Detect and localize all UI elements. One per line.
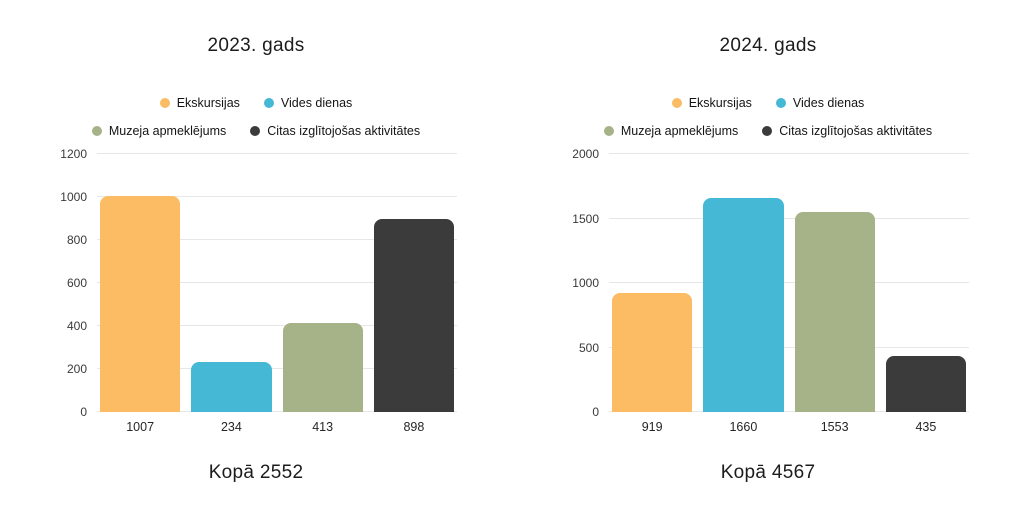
gridline	[609, 411, 969, 412]
bar-group	[97, 154, 457, 412]
legend-label-muzeja-apmeklejums: Muzeja apmeklējums	[108, 124, 227, 138]
bar-vides-dienas	[703, 197, 784, 412]
chart-plot: 0 500 1000 1500 2000	[567, 147, 969, 419]
y-tick-label: 2000	[572, 147, 599, 161]
y-axis: 0 200 400 600 800 1000 1200	[55, 147, 97, 419]
gridline	[609, 153, 969, 154]
total-label-2024: Kopā 4567	[720, 462, 816, 483]
x-tick-label-ekskursijas: 1007	[126, 420, 155, 434]
x-tick-label-citas-izglitojosas-aktivitates: 898	[403, 420, 425, 434]
legend-swatch-citas-izglitojosas-aktivitates	[762, 126, 773, 136]
legend-item-vides-dienas: Vides dienas	[775, 95, 865, 111]
legend-item-muzeja-apmeklejums: Muzeja apmeklējums	[603, 123, 739, 139]
legend-swatch-citas-izglitojosas-aktivitates	[250, 126, 261, 136]
bar-muzeja-apmeklejums	[282, 323, 363, 412]
chart-title-2023: 2023. gads	[207, 35, 305, 56]
legend-label-ekskursijas: Ekskursijas	[176, 96, 240, 110]
y-tick-label: 500	[578, 340, 599, 355]
y-tick-label: 1200	[60, 147, 87, 161]
legend-swatch-vides-dienas	[775, 98, 786, 108]
legend-row: Muzeja apmeklējums Citas izglītojošas akt…	[603, 123, 932, 139]
gridline	[609, 346, 969, 348]
bar-vides-dienas	[191, 361, 272, 412]
legend-label-ekskursijas: Ekskursijas	[688, 96, 752, 110]
legend: Ekskursijas Vides dienas Muzeja apmeklējum…	[91, 95, 420, 139]
gridline	[97, 368, 457, 369]
plot-area	[97, 153, 457, 412]
legend: Ekskursijas Vides dienas Muzeja apmeklējum…	[603, 95, 932, 139]
legend-item-citas-izglitojosas-aktivitates: Citas izglītojošas aktivitātes	[762, 123, 932, 139]
bar-ekskursijas	[100, 195, 181, 412]
x-tick-label-muzeja-apmeklejums: 1553	[820, 420, 849, 434]
y-tick-label: 800	[66, 233, 87, 247]
legend-label-vides-dienas: Vides dienas	[792, 96, 865, 110]
bar-citas-izglitojosas-aktivitates	[885, 355, 966, 412]
legend-swatch-muzeja-apmeklejums	[603, 126, 614, 136]
x-axis-labels: 919 1660 1553 435	[567, 419, 969, 435]
legend-row: Ekskursijas Vides dienas	[671, 95, 865, 111]
legend-item-muzeja-apmeklejums: Muzeja apmeklējums	[91, 123, 227, 139]
x-tick-label-muzeja-apmeklejums: 413	[312, 420, 334, 434]
legend-label-citas-izglitojosas-aktivitates: Citas izglītojošas aktivitātes	[779, 124, 933, 138]
legend-item-vides-dienas: Vides dienas	[263, 95, 353, 111]
y-tick-label: 600	[66, 276, 87, 290]
legend-label-vides-dienas: Vides dienas	[280, 96, 353, 110]
legend-item-citas-izglitojosas-aktivitates: Citas izglītojošas aktivitātes	[250, 123, 420, 139]
legend-item-ekskursijas: Ekskursijas	[671, 95, 752, 111]
gridline	[97, 196, 457, 197]
plot-area	[609, 153, 969, 412]
gridline	[97, 282, 457, 283]
x-tick-label-citas-izglitojosas-aktivitates: 435	[915, 420, 937, 434]
gridline	[609, 282, 969, 283]
bar-group	[609, 154, 969, 412]
gridline	[609, 217, 969, 219]
total-label-2023: Kopā 2552	[208, 462, 304, 483]
gridline	[97, 153, 457, 154]
y-tick-label: 1000	[572, 276, 599, 290]
y-tick-label: 1000	[60, 190, 87, 204]
legend-row: Ekskursijas Vides dienas	[159, 95, 353, 111]
y-tick-label: 1500	[572, 211, 599, 226]
legend-label-citas-izglitojosas-aktivitates: Citas izglītojošas aktivitātes	[267, 124, 421, 138]
chart-panel-2024: 2024. gads Ekskursijas Vides dienas Muzeja…	[512, 0, 1024, 522]
x-tick-label-vides-dienas: 234	[220, 420, 242, 434]
legend-swatch-ekskursijas	[671, 98, 682, 108]
gridline	[97, 239, 457, 240]
bar-muzeja-apmeklejums	[794, 211, 875, 412]
x-tick-label-vides-dienas: 1660	[729, 420, 758, 434]
legend-swatch-muzeja-apmeklejums	[91, 126, 102, 136]
y-tick-label: 400	[66, 319, 87, 333]
y-tick-label: 0	[80, 405, 87, 419]
bar-citas-izglitojosas-aktivitates	[373, 218, 454, 412]
bar-ekskursijas	[612, 293, 693, 412]
legend-item-ekskursijas: Ekskursijas	[159, 95, 240, 111]
y-tick-label: 200	[66, 362, 87, 376]
gridline	[97, 325, 457, 326]
y-tick-label: 0	[592, 405, 599, 419]
legend-row: Muzeja apmeklējums Citas izglītojošas akt…	[91, 123, 420, 139]
x-axis-labels: 1007 234 413 898	[55, 419, 457, 435]
legend-swatch-ekskursijas	[159, 98, 170, 108]
y-axis: 0 500 1000 1500 2000	[567, 147, 609, 419]
legend-swatch-vides-dienas	[263, 98, 274, 108]
chart-panel-2023: 2023. gads Ekskursijas Vides dienas Muzeja…	[55, 35, 457, 483]
gridline	[97, 411, 457, 412]
x-tick-label-ekskursijas: 919	[641, 420, 663, 434]
legend-label-muzeja-apmeklejums: Muzeja apmeklējums	[620, 124, 739, 138]
chart-title-2024: 2024. gads	[719, 35, 817, 56]
chart-plot: 0 200 400 600 800 1000 1200	[55, 147, 457, 419]
